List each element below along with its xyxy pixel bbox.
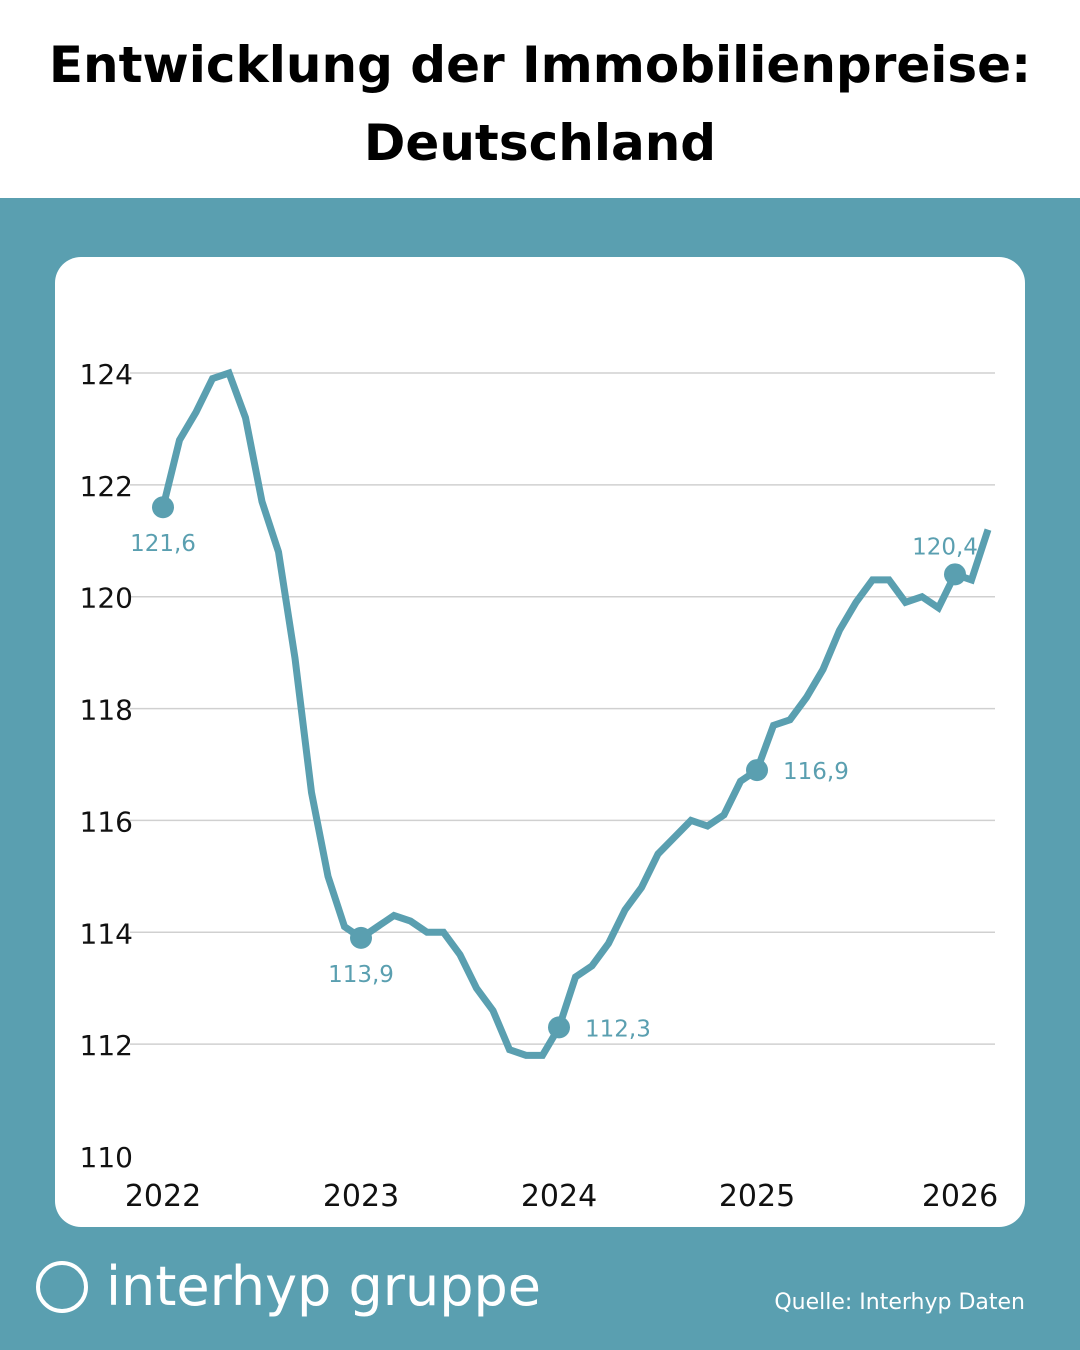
logo-text: interhyp gruppe bbox=[106, 1255, 541, 1318]
chart-card bbox=[55, 257, 1025, 1227]
data-label: 112,3 bbox=[585, 1016, 651, 1042]
x-tick-label: 2023 bbox=[323, 1179, 399, 1214]
y-tick-label: 122 bbox=[80, 470, 133, 503]
x-tick-label: 2024 bbox=[521, 1179, 597, 1214]
source-note: Quelle: Interhyp Daten bbox=[774, 1290, 1025, 1315]
x-tick-label: 2022 bbox=[125, 1179, 201, 1214]
data-label: 120,4 bbox=[912, 534, 978, 560]
data-label: 121,6 bbox=[130, 531, 196, 557]
data-point-marker bbox=[548, 1016, 570, 1039]
data-label: 113,9 bbox=[328, 962, 394, 988]
data-point-marker bbox=[944, 563, 966, 586]
series-line bbox=[159, 368, 992, 1059]
x-tick-label: 2025 bbox=[719, 1179, 795, 1214]
y-tick-label: 120 bbox=[80, 582, 133, 615]
title-line-2: Deutschland bbox=[363, 114, 717, 172]
y-tick-label: 124 bbox=[80, 358, 133, 391]
data-point-marker bbox=[152, 496, 174, 519]
title-line-1: Entwicklung der Immobilienpreise: bbox=[48, 36, 1032, 94]
y-tick-label: 116 bbox=[80, 805, 133, 838]
header: Entwicklung der Immobilienpreise: Deutsc… bbox=[0, 0, 1080, 198]
data-label: 116,9 bbox=[783, 759, 849, 785]
y-tick-label: 112 bbox=[80, 1029, 133, 1062]
y-tick-label: 114 bbox=[80, 917, 133, 950]
x-tick-label: 2026 bbox=[922, 1179, 998, 1214]
y-tick-label: 118 bbox=[80, 694, 133, 727]
logo-circle-icon bbox=[36, 1261, 88, 1313]
chart-title: Entwicklung der Immobilienpreise: Deutsc… bbox=[0, 26, 1080, 182]
data-point-marker bbox=[350, 926, 372, 949]
interhyp-logo: interhyp gruppe bbox=[36, 1252, 541, 1322]
y-tick-label: 110 bbox=[80, 1141, 133, 1174]
data-point-marker bbox=[746, 759, 768, 782]
